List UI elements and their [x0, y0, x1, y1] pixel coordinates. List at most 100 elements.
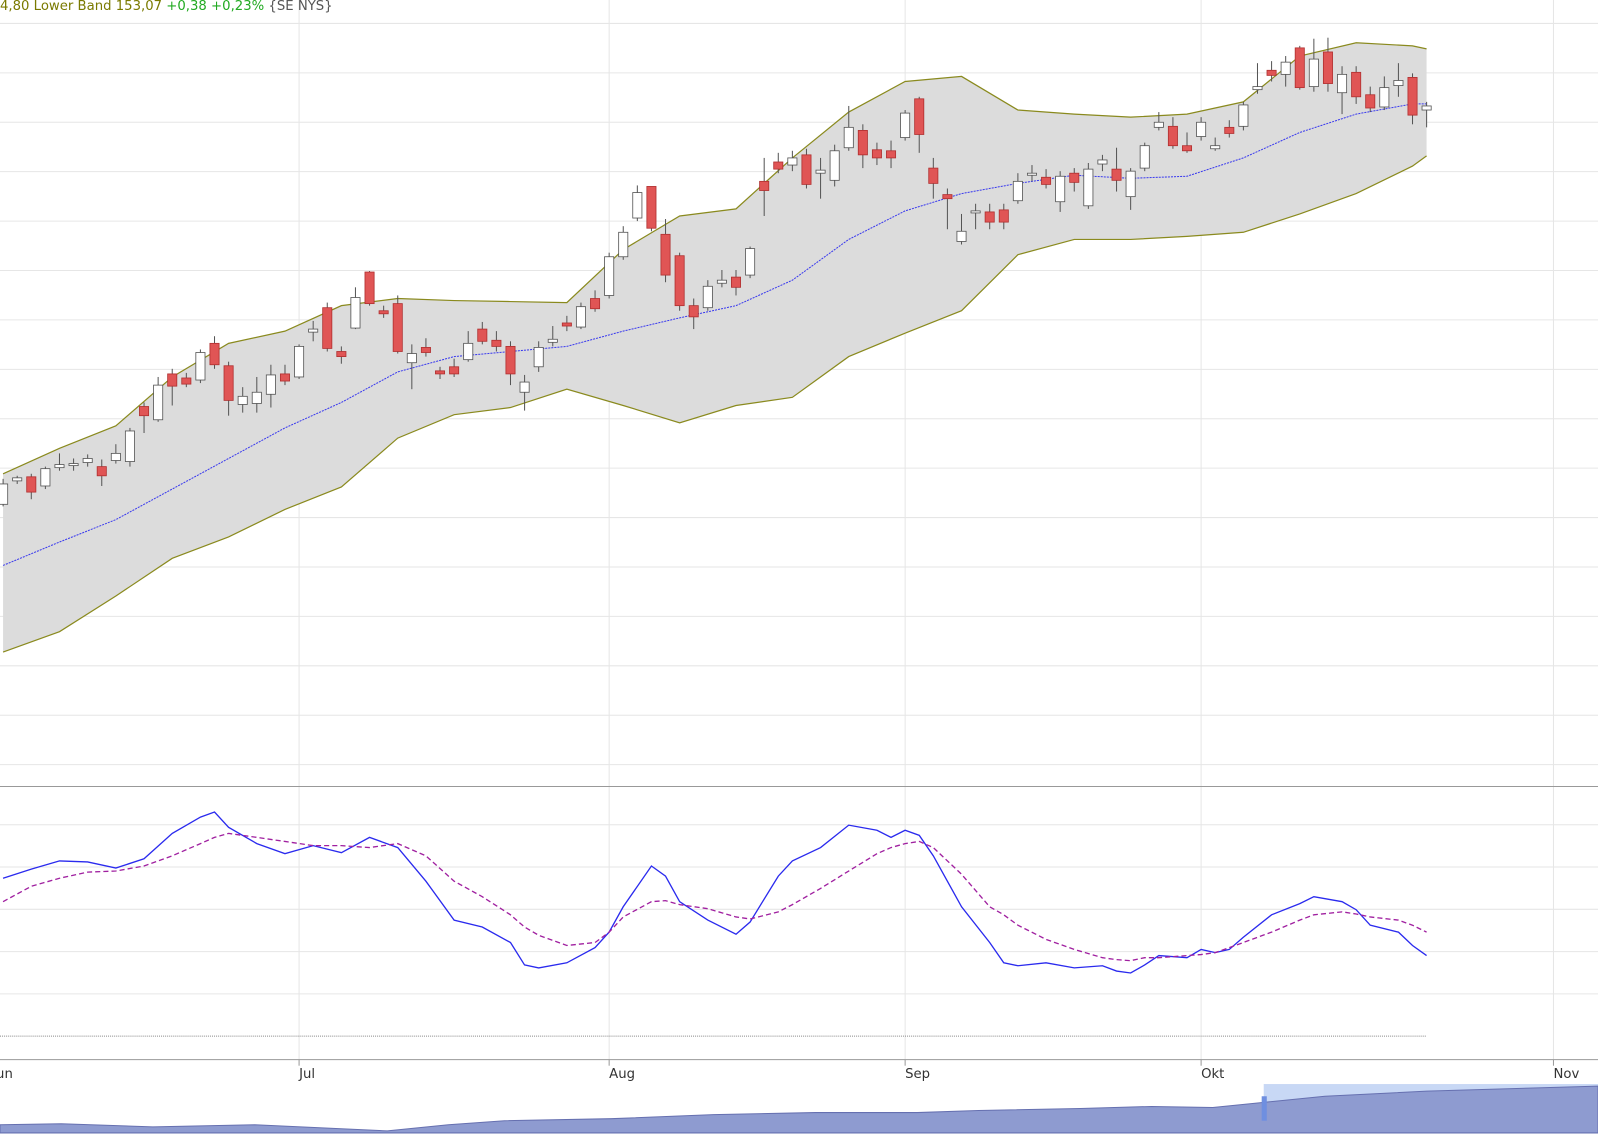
- candle-body: [26, 476, 37, 493]
- candle-body: [223, 365, 234, 401]
- x-tick-label: Jul: [298, 1067, 315, 1082]
- candle-body: [54, 464, 65, 469]
- candle-body: [1337, 73, 1348, 94]
- candle-body: [716, 279, 727, 284]
- candle-body: [477, 328, 488, 342]
- oscillator-line: [2, 811, 1427, 974]
- candle-body: [970, 210, 981, 214]
- candle-body: [1125, 170, 1136, 198]
- candle-body: [984, 211, 995, 223]
- candle-body: [1055, 175, 1066, 203]
- navigator-area: [0, 1085, 1598, 1134]
- candle-body: [1393, 80, 1404, 86]
- candle-body: [632, 192, 643, 219]
- candle-body: [928, 167, 939, 184]
- candle-body: [378, 310, 389, 315]
- candle-body: [1196, 121, 1207, 137]
- x-axis: un Jul Aug Sep Okt Nov: [0, 1059, 1579, 1082]
- candle-body: [1026, 172, 1037, 176]
- upper-band: [2, 42, 1427, 475]
- candle-body: [265, 374, 276, 395]
- candle-body: [815, 169, 826, 174]
- header-band: 4,80 Lower Band 153,07: [0, 0, 162, 14]
- candle-body: [1280, 61, 1291, 75]
- candle-body: [561, 322, 572, 327]
- candle-body: [829, 150, 840, 181]
- candle-body: [406, 353, 417, 364]
- candle-body: [0, 483, 9, 505]
- candle-body: [942, 194, 953, 200]
- candle-body: [886, 150, 897, 159]
- x-tick-label: Sep: [905, 1067, 930, 1082]
- candle-body: [336, 351, 347, 357]
- candle-body: [294, 345, 305, 378]
- candle-body: [857, 130, 868, 156]
- candle-body: [1097, 159, 1108, 165]
- candle-body: [237, 395, 248, 405]
- candle-body: [279, 373, 290, 382]
- candle-body: [491, 339, 502, 347]
- candle-body: [1182, 145, 1193, 152]
- lower-band: [2, 155, 1427, 653]
- candle-body: [688, 305, 699, 318]
- candle-body: [153, 384, 164, 421]
- price-panel: [0, 37, 1432, 653]
- candle-body: [843, 126, 854, 149]
- candle-body: [1351, 71, 1362, 98]
- candle-body: [68, 463, 79, 467]
- candle-body: [1012, 180, 1023, 202]
- navigator: [0, 1084, 1598, 1134]
- candle-body: [40, 468, 51, 487]
- candle-body: [731, 276, 741, 288]
- candle-body: [773, 161, 784, 170]
- candle-body: [871, 149, 882, 159]
- x-tick-label: Aug: [609, 1067, 635, 1082]
- candle-body: [1167, 125, 1178, 147]
- candle-body: [618, 231, 629, 258]
- candle-body: [364, 271, 375, 305]
- candle-body: [1421, 105, 1432, 111]
- middle-band: [2, 103, 1427, 566]
- candle-body: [660, 233, 671, 276]
- x-tick-label: Okt: [1201, 1067, 1224, 1082]
- candle-body: [1308, 58, 1319, 88]
- candle-body: [167, 373, 178, 387]
- candle-body: [124, 430, 135, 462]
- candle-body: [1224, 126, 1235, 134]
- header-change: +0,38: [166, 0, 207, 14]
- candle-body: [308, 328, 319, 333]
- candle-body: [1365, 94, 1376, 109]
- candle-body: [1238, 104, 1249, 127]
- candle-body: [251, 391, 262, 404]
- candle-body: [998, 209, 1009, 223]
- candle-body: [1069, 172, 1080, 183]
- band-fill: [3, 42, 1427, 653]
- candle-body: [801, 154, 812, 185]
- candle-body: [1322, 51, 1333, 84]
- candle-body: [350, 297, 361, 329]
- candle-body: [463, 342, 474, 361]
- candle-body: [519, 381, 530, 393]
- candle-body: [604, 256, 615, 296]
- candle-body: [1041, 176, 1052, 185]
- candle-body: [322, 307, 333, 349]
- navigator-handle[interactable]: [1261, 1096, 1267, 1121]
- candle-body: [96, 466, 107, 477]
- candle-body: [914, 98, 925, 135]
- candle-body: [646, 186, 657, 229]
- candle-body: [1111, 168, 1122, 181]
- candle-body: [1083, 168, 1094, 207]
- candle-body: [1139, 145, 1150, 169]
- candle-body: [181, 377, 192, 385]
- candle-body: [420, 347, 431, 353]
- candle-body: [590, 298, 601, 310]
- candle-body: [110, 452, 121, 461]
- x-tick-label: un: [0, 1067, 13, 1082]
- candle-body: [435, 370, 446, 375]
- candle-body: [1294, 47, 1305, 89]
- candle-body: [759, 180, 770, 191]
- candle-body: [449, 366, 460, 375]
- header: 4,80 Lower Band 153,07 +0,38 +0,23% {SE …: [0, 0, 333, 14]
- candle-body: [392, 303, 403, 352]
- header-exchange: {SE NYS}: [268, 0, 332, 14]
